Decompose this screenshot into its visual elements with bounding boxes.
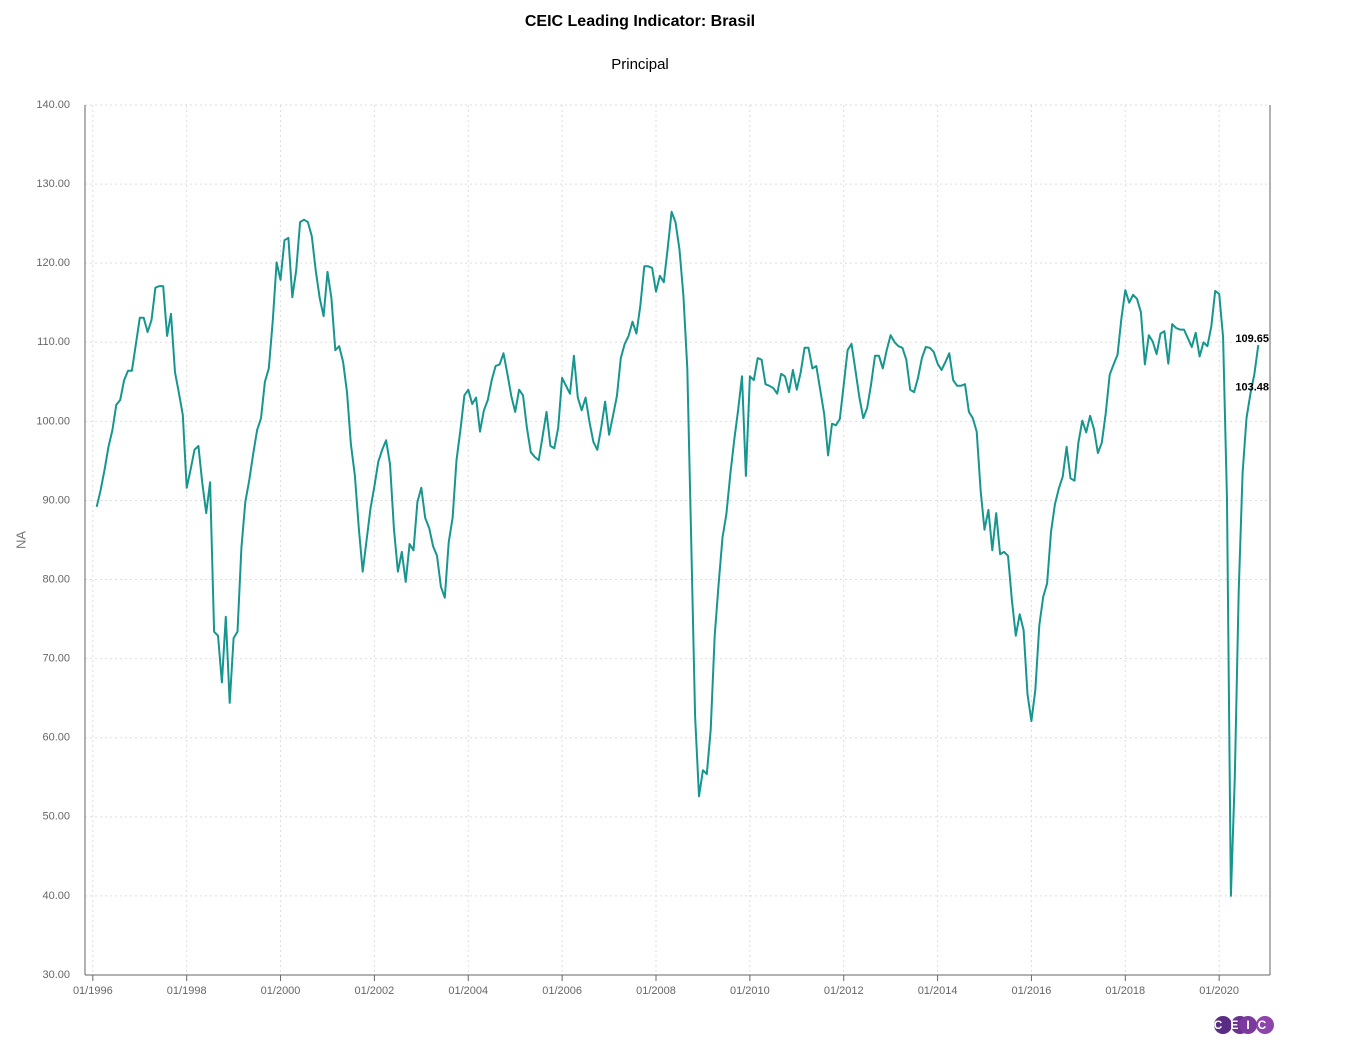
x-tick-label: 01/2002 — [355, 985, 395, 997]
logo: CEIC — [1214, 1016, 1275, 1034]
chart-subtitle: Principal — [611, 56, 669, 73]
y-tick-label: 40.00 — [42, 890, 70, 902]
y-tick-label: 80.00 — [42, 573, 70, 585]
annotation: 109.65 — [1235, 333, 1269, 345]
y-tick-label: 100.00 — [36, 415, 70, 427]
y-tick-label: 60.00 — [42, 732, 70, 744]
x-tick-label: 01/2020 — [1199, 985, 1239, 997]
x-tick-label: 01/2018 — [1105, 985, 1145, 997]
x-tick-label: 01/2010 — [730, 985, 770, 997]
y-axis-label: NA — [13, 531, 28, 549]
y-tick-label: 140.00 — [36, 99, 70, 111]
x-tick-label: 01/2012 — [824, 985, 864, 997]
x-tick-label: 01/1996 — [73, 985, 113, 997]
y-tick-label: 90.00 — [42, 494, 70, 506]
x-tick-label: 01/1998 — [167, 985, 207, 997]
logo-text: CEIC — [1214, 1018, 1275, 1032]
annotation: 103.48 — [1235, 382, 1269, 394]
y-tick-label: 70.00 — [42, 653, 70, 665]
y-tick-label: 120.00 — [36, 257, 70, 269]
chart-title: CEIC Leading Indicator: Brasil — [525, 13, 755, 30]
x-tick-label: 01/2006 — [542, 985, 582, 997]
x-tick-label: 01/2016 — [1012, 985, 1052, 997]
x-tick-label: 01/2004 — [448, 985, 488, 997]
x-tick-label: 01/2000 — [261, 985, 301, 997]
y-tick-label: 50.00 — [42, 811, 70, 823]
y-tick-label: 110.00 — [37, 336, 70, 348]
y-tick-label: 30.00 — [42, 969, 70, 981]
data-line — [95, 210, 1260, 897]
y-tick-label: 130.00 — [36, 178, 70, 190]
x-tick-label: 01/2008 — [636, 985, 676, 997]
x-tick-label: 01/2014 — [918, 985, 958, 997]
